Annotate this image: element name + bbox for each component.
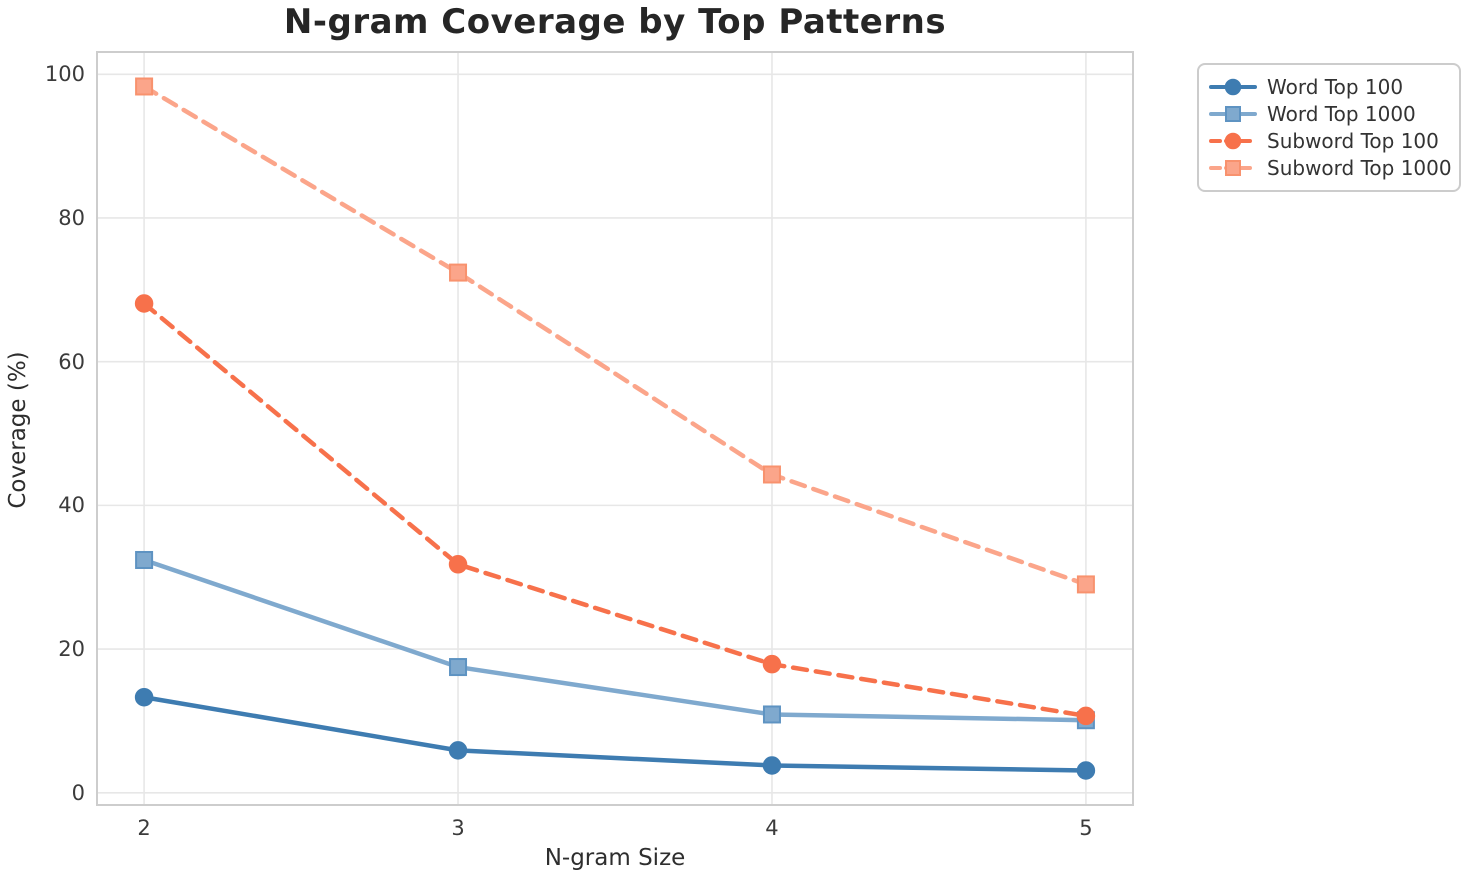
y-tick-label: 100	[44, 62, 85, 87]
data-point-marker	[448, 555, 468, 574]
legend-swatch-icon	[1209, 132, 1257, 150]
x-tick-label: 5	[1079, 816, 1093, 840]
legend-item: Subword Top 100	[1209, 128, 1447, 155]
data-point-marker	[448, 741, 468, 760]
y-tick-label: 0	[71, 780, 85, 805]
legend-swatch-icon	[1209, 105, 1257, 122]
legend-marker	[1225, 160, 1241, 177]
series-line-word-top-100	[141, 694, 1089, 773]
data-point-marker	[762, 705, 781, 724]
chart-title: N-gram Coverage by Top Patterns	[283, 2, 947, 42]
legend-label: Word Top 1000	[1267, 101, 1416, 126]
x-axis-label: N-gram Size	[544, 845, 686, 871]
legend-swatch-icon	[1209, 160, 1257, 177]
data-point-marker	[762, 756, 782, 775]
legend-item: Word Top 1000	[1209, 100, 1447, 127]
data-point-marker	[135, 77, 154, 96]
legend-item: Subword Top 1000	[1209, 155, 1452, 182]
data-point-marker	[449, 658, 468, 677]
data-point-marker	[1076, 575, 1095, 594]
x-tick-label: 2	[137, 816, 151, 840]
legend-swatch-icon	[1209, 78, 1257, 95]
legend-item: Word Top 100	[1209, 73, 1447, 100]
legend-label: Word Top 100	[1267, 74, 1404, 99]
legend-marker	[1225, 105, 1241, 122]
y-tick-label: 60	[58, 349, 85, 374]
legend-marker	[1224, 132, 1242, 150]
legend: Word Top 100 Word Top 1000 Subword Top 100…	[1197, 63, 1461, 192]
data-point-marker	[449, 263, 468, 282]
x-tick-label: 4	[765, 816, 779, 840]
legend-label: Subword Top 100	[1267, 129, 1439, 154]
series-line-word-top-1000	[141, 557, 1089, 723]
data-point-marker	[134, 294, 154, 313]
data-point-marker	[762, 465, 781, 484]
y-tick-label: 40	[58, 493, 85, 518]
data-point-marker	[762, 654, 782, 674]
data-point-marker	[135, 550, 154, 569]
series-line-subword-top-1000	[141, 84, 1089, 587]
y-tick-label: 80	[58, 205, 85, 230]
data-point-marker	[1076, 706, 1096, 726]
data-point-marker	[1076, 761, 1096, 780]
series-line-subword-top-100	[141, 301, 1089, 719]
legend-label: Subword Top 1000	[1267, 156, 1452, 181]
x-tick-label: 3	[451, 816, 465, 840]
plot-border	[96, 51, 1134, 806]
y-tick-label: 20	[58, 637, 85, 662]
y-axis-label: Coverage (%)	[5, 351, 31, 509]
data-point-marker	[134, 687, 154, 707]
legend-marker	[1224, 78, 1242, 95]
